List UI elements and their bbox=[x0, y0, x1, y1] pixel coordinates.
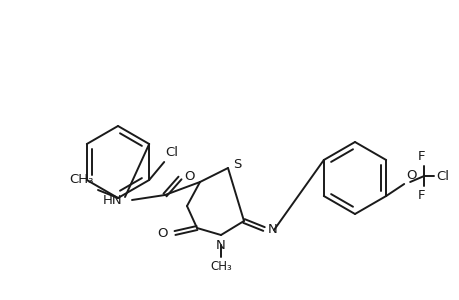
Text: CH₃: CH₃ bbox=[210, 260, 231, 273]
Text: F: F bbox=[416, 189, 424, 202]
Text: O: O bbox=[157, 227, 168, 241]
Text: F: F bbox=[416, 150, 424, 163]
Text: O: O bbox=[184, 169, 194, 182]
Text: O: O bbox=[405, 169, 416, 182]
Text: N: N bbox=[268, 224, 277, 236]
Text: S: S bbox=[233, 158, 241, 172]
Text: HN: HN bbox=[102, 194, 122, 206]
Text: Cl: Cl bbox=[165, 146, 178, 159]
Text: CH₃: CH₃ bbox=[69, 173, 94, 186]
Text: N: N bbox=[216, 239, 225, 252]
Text: Cl: Cl bbox=[435, 169, 448, 182]
